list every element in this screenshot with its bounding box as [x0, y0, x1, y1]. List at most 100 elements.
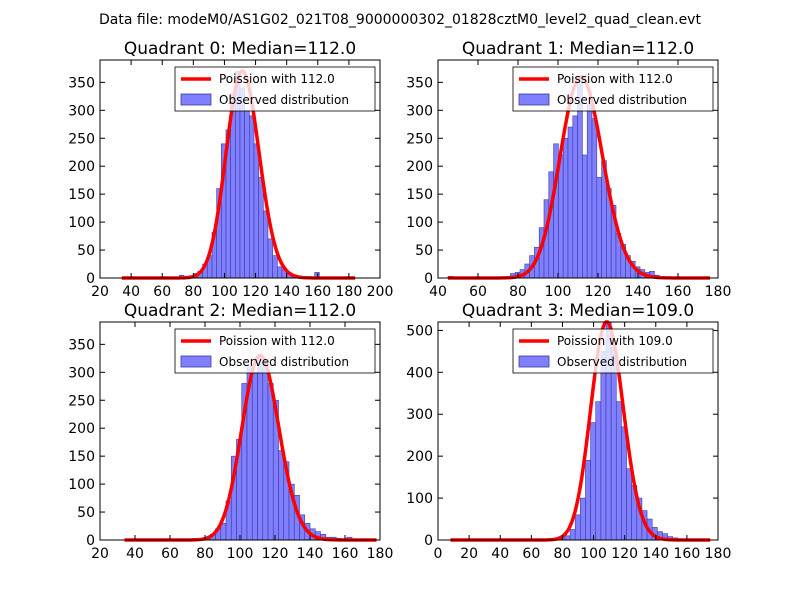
x-tick-label: 20: [460, 546, 478, 562]
legend-label-poisson: Poission with 112.0: [219, 334, 335, 348]
x-tick-label: 160: [665, 284, 692, 300]
x-tick-label: 160: [674, 546, 701, 562]
histogram-bar: [272, 255, 278, 279]
y-tick-label: 200: [68, 159, 95, 175]
x-tick-label: 140: [625, 284, 652, 300]
x-tick-label: 140: [273, 284, 300, 300]
x-tick-label: 40: [122, 284, 140, 300]
histogram-bar: [590, 422, 597, 541]
histogram-bar: [239, 87, 245, 279]
y-tick-label: 100: [406, 215, 433, 231]
y-tick-label: 50: [77, 243, 95, 259]
histogram-bar: [626, 468, 632, 541]
x-tick-label: 180: [367, 546, 394, 562]
histogram-bar: [277, 266, 283, 279]
chart-title: Quadrant 3: Median=109.0: [462, 301, 694, 321]
histogram-bar: [278, 450, 285, 541]
x-tick-label: 160: [304, 284, 331, 300]
y-tick-label: 100: [68, 215, 95, 231]
histogram-bar: [262, 360, 269, 541]
x-tick-label: 180: [336, 284, 363, 300]
y-tick-label: 0: [86, 533, 95, 549]
histogram-bar: [562, 137, 569, 279]
y-tick-label: 400: [406, 365, 433, 381]
histogram-bar: [263, 210, 269, 279]
legend-bar-swatch: [180, 93, 212, 106]
y-tick-label: 300: [68, 365, 95, 381]
histogram-bar: [558, 154, 564, 279]
histogram-bar: [580, 497, 586, 541]
axes-frame: [437, 321, 719, 541]
chart-title: Quadrant 2: Median=112.0: [124, 301, 356, 321]
y-tick-label: 100: [406, 491, 433, 507]
x-tick-label: 200: [367, 284, 394, 300]
histogram-bar: [244, 110, 250, 279]
x-tick-label: 100: [580, 546, 607, 562]
y-tick-label: 350: [406, 75, 433, 91]
chart-panel-1: Quadrant 1: Median=112.0 40 60 80 100 120 140 1…: [406, 39, 731, 300]
x-tick-label: 40: [491, 546, 509, 562]
histogram-bar: [574, 514, 581, 541]
y-tick-label: 250: [68, 131, 95, 147]
histogram-bar: [564, 535, 571, 541]
x-tick-label: 120: [611, 546, 638, 562]
histogram-bar: [569, 529, 576, 541]
axes-frame: [99, 59, 381, 279]
histogram-bar: [572, 115, 578, 279]
y-tick-label: 0: [424, 533, 433, 549]
axes-frame: [437, 59, 719, 279]
legend-label-observed: Observed distribution: [557, 355, 687, 369]
x-tick-label: 20: [91, 546, 109, 562]
histogram-bar: [267, 238, 273, 279]
x-tick-label: 120: [262, 546, 289, 562]
histogram-bar: [585, 460, 591, 541]
x-tick-label: 60: [153, 284, 171, 300]
chart-panel-2: Quadrant 2: Median=112.0 20 40 60 80 100 120 14…: [68, 301, 393, 562]
x-tick-label: 140: [642, 546, 669, 562]
x-tick-label: 180: [705, 284, 732, 300]
y-tick-label: 350: [68, 337, 95, 353]
histogram-bar: [548, 171, 554, 279]
x-tick-label: 60: [469, 284, 487, 300]
y-tick-label: 300: [406, 103, 433, 119]
chart-panel-3: Quadrant 3: Median=109.00 20 40 60 80 100 120 1…: [406, 301, 731, 562]
legend-label-observed: Observed distribution: [557, 93, 687, 107]
x-tick-label: 80: [196, 546, 214, 562]
x-tick-label: 80: [509, 284, 527, 300]
histogram-bar: [258, 177, 264, 279]
histogram-bar: [257, 355, 264, 541]
legend-label-poisson: Poission with 109.0: [557, 334, 673, 348]
legend-label-observed: Observed distribution: [219, 93, 349, 107]
chart-title: Quadrant 0: Median=112.0: [124, 39, 356, 59]
histogram-bar: [600, 351, 607, 541]
histogram-bar: [596, 177, 602, 279]
y-tick-label: 500: [406, 323, 433, 339]
x-tick-label: 60: [161, 546, 179, 562]
x-tick-label: 180: [705, 546, 732, 562]
legend-bar-swatch: [180, 355, 212, 368]
legend-bar-swatch: [518, 355, 550, 368]
histogram-bar: [249, 115, 255, 279]
histogram-bar: [610, 346, 617, 541]
y-tick-label: 250: [68, 393, 95, 409]
histogram-bar: [615, 401, 622, 541]
y-tick-label: 200: [68, 421, 95, 437]
x-tick-label: 100: [211, 284, 238, 300]
y-tick-label: 150: [68, 187, 95, 203]
legend-label-poisson: Poission with 112.0: [557, 72, 673, 86]
x-tick-label: 40: [429, 284, 447, 300]
histogram-bar: [567, 126, 574, 279]
y-tick-label: 150: [406, 187, 433, 203]
histogram-bar: [621, 426, 627, 541]
y-tick-label: 250: [406, 131, 433, 147]
x-tick-label: 20: [91, 284, 109, 300]
y-tick-label: 300: [406, 407, 433, 423]
y-tick-label: 300: [68, 103, 95, 119]
y-tick-label: 0: [424, 271, 433, 287]
histogram-bar: [253, 143, 259, 279]
y-tick-label: 50: [77, 505, 95, 521]
x-tick-label: 120: [585, 284, 612, 300]
x-tick-label: 100: [227, 546, 254, 562]
x-tick-label: 160: [332, 546, 359, 562]
